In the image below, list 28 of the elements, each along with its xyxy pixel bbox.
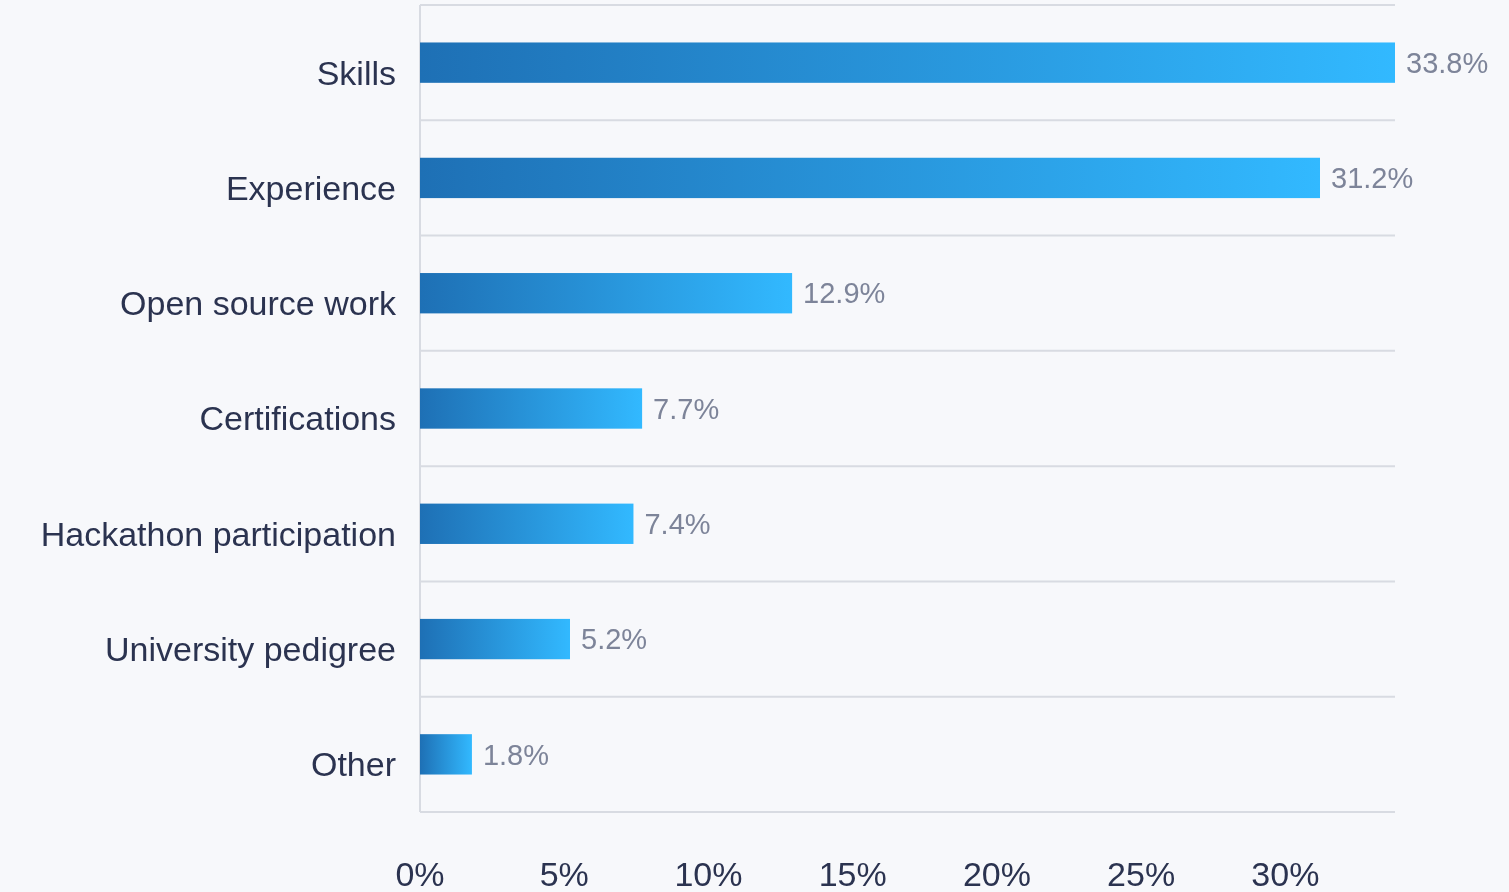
x-tick-label: 30% <box>1251 855 1320 892</box>
x-tick-label: 10% <box>674 855 743 892</box>
data-label: 5.2% <box>581 623 648 656</box>
y-tick-label: Open source work <box>120 284 397 323</box>
bar <box>420 503 634 544</box>
bar <box>420 273 793 314</box>
bar <box>420 734 472 775</box>
data-label: 31.2% <box>1331 162 1414 195</box>
x-tick-label: 5% <box>539 855 589 892</box>
x-tick-label: 15% <box>818 855 887 892</box>
data-label: 33.8% <box>1406 46 1489 79</box>
x-tick-label: 25% <box>1107 855 1176 892</box>
bar <box>420 618 570 660</box>
x-tick-label: 20% <box>962 855 1031 892</box>
y-tick-label: Experience <box>225 168 396 207</box>
y-tick-label: Hackathon participation <box>40 514 396 553</box>
y-tick-label: University pedigree <box>104 629 396 668</box>
data-label: 1.8% <box>482 738 550 771</box>
bar <box>420 157 1320 199</box>
y-tick-label: Certifications <box>199 399 396 438</box>
y-tick-label: Skills <box>316 53 396 92</box>
bar <box>420 388 643 429</box>
data-label: 12.9% <box>803 277 886 310</box>
data-label: 7.4% <box>644 507 711 540</box>
y-tick-label: Other <box>310 745 396 784</box>
bar <box>420 42 1395 83</box>
x-tick-label: 0% <box>395 855 445 892</box>
data-label: 7.7% <box>653 392 720 425</box>
